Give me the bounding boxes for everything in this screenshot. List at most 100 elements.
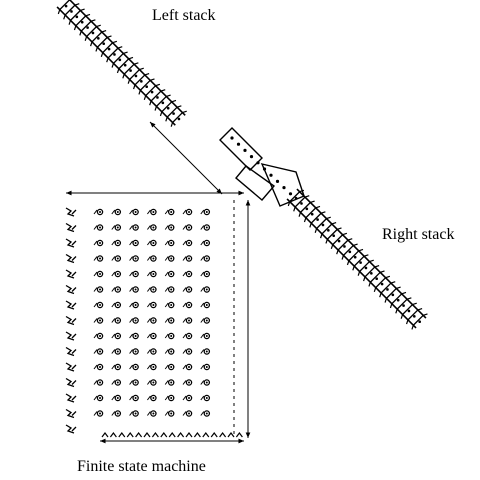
right-stack-cell: [353, 255, 365, 267]
fsm-cell-tick: [146, 380, 151, 385]
fsm-cell-dot: [99, 304, 101, 306]
fsm-cell-dot: [134, 288, 137, 291]
right-stack-fleck: [330, 244, 334, 250]
left-stack-fleck: [101, 29, 107, 33]
fsm-cell-tick: [93, 209, 98, 215]
fsm-cell-dot: [134, 257, 137, 260]
fsm-cell: [111, 270, 122, 278]
left-stack-cell: [161, 101, 173, 113]
grid-bottom-glyph: [227, 432, 235, 438]
fsm-cell-tick: [111, 318, 116, 323]
fsm-cell-tick: [146, 287, 151, 292]
fsm-cell: [111, 255, 122, 262]
fsm-cell-tick: [200, 380, 205, 385]
fsm-cell-ring: [150, 239, 157, 247]
fsm-cell-tick: [182, 209, 187, 215]
fsm-cell-ring: [132, 239, 139, 247]
fsm-cell-tick: [93, 225, 98, 230]
grid-bottom-glyph: [193, 432, 201, 438]
fsm-cell-ring: [96, 255, 104, 262]
fsm-cell-dot: [99, 211, 101, 213]
left-stack-dot: [134, 74, 138, 78]
fsm-cell: [146, 239, 157, 247]
fsm-cell-ring: [96, 348, 104, 355]
right-stack-dot: [348, 250, 352, 254]
fsm-cell-ring: [203, 332, 211, 340]
fsm-cell: [146, 301, 157, 309]
fsm-cell-ring: [114, 317, 122, 324]
fsm-cell-tick: [182, 271, 187, 277]
fsm-cell-ring: [114, 270, 122, 278]
fsm-cell-dot: [99, 226, 101, 229]
fsm-cell: [129, 394, 139, 402]
fsm-cell-tick: [200, 287, 205, 292]
fsm-cell-ring: [203, 348, 211, 355]
right-stack: [286, 188, 428, 330]
fsm-cell-ring: [203, 255, 211, 262]
left-stack-cell: [86, 26, 97, 37]
fsm-cell: [129, 286, 139, 293]
left-stack-fleck: [182, 110, 187, 114]
fsm-cell: [129, 332, 139, 340]
right-stack-cell: [321, 223, 333, 235]
fsm-cell: [129, 348, 139, 355]
fsm-cell-dot: [188, 366, 190, 368]
fsm-cell-tick: [129, 271, 134, 277]
left-stack-cell: [75, 15, 87, 27]
fsm-cell-ring: [114, 301, 122, 309]
fsm-cell-tick: [111, 349, 116, 354]
left-stack-fleck: [155, 83, 161, 87]
left-stack-cell: [172, 112, 183, 123]
fsm-cell-dot: [170, 397, 173, 399]
right-stack-cell: [412, 314, 424, 326]
fsm-cell-ring: [185, 255, 193, 262]
fsm-cell: [129, 270, 139, 278]
fsm-cell-ring: [167, 239, 175, 247]
fsm-cell: [200, 332, 211, 340]
left-stack-fleck: [123, 51, 128, 55]
fsm-cell: [164, 363, 175, 371]
fsm-cell-dot: [116, 273, 119, 275]
fsm-cell-tick: [111, 333, 116, 339]
grid-border-glyph: [65, 362, 77, 372]
fsm-cell: [111, 363, 122, 371]
fsm-cell-tick: [182, 318, 187, 323]
left-stack-fleck: [143, 95, 147, 101]
fsm-cell: [164, 394, 175, 402]
grid-width-arrow-head: [100, 438, 106, 444]
fsm-cell-ring: [96, 379, 104, 386]
fsm-cell-tick: [93, 364, 98, 370]
fsm-cell-ring: [132, 286, 139, 293]
fsm-cell-dot: [99, 319, 101, 322]
grid-bottom-glyph: [135, 432, 143, 438]
fsm-cell-dot: [188, 226, 190, 229]
fsm-cell-tick: [129, 240, 134, 246]
fsm-cell-tick: [164, 411, 169, 416]
fsm-cell-tick: [200, 225, 205, 230]
fsm-cell-ring: [167, 208, 175, 216]
right-stack-fleck: [315, 205, 321, 209]
fsm-cell-dot: [152, 273, 155, 275]
tape-stack-band: [56, 0, 428, 330]
fsm-cell-ring: [150, 363, 157, 371]
fsm-cell-dot: [152, 226, 155, 229]
fsm-cell-ring: [132, 348, 139, 355]
right-stack-dot: [305, 207, 309, 211]
finite-state-machine-grid: [65, 200, 243, 438]
right-stack-cell: [343, 245, 354, 256]
left-stack-fleck: [150, 78, 155, 81]
fsm-cell-dot: [134, 350, 137, 353]
fsm-cell-tick: [111, 271, 116, 277]
fsm-cell-dot: [116, 304, 119, 306]
left-stack-dot: [97, 37, 100, 40]
left-stack-cell: [96, 36, 108, 48]
head-block-upper: [219, 127, 263, 171]
left-stack-fleck: [100, 52, 104, 58]
left-stack-fleck: [144, 72, 150, 76]
right-stack-fleck: [369, 259, 374, 263]
left-stack-cell: [156, 96, 167, 107]
fsm-cell-ring: [114, 410, 122, 417]
left-stack-cell: [107, 47, 119, 59]
fsm-cell-dot: [170, 319, 173, 322]
